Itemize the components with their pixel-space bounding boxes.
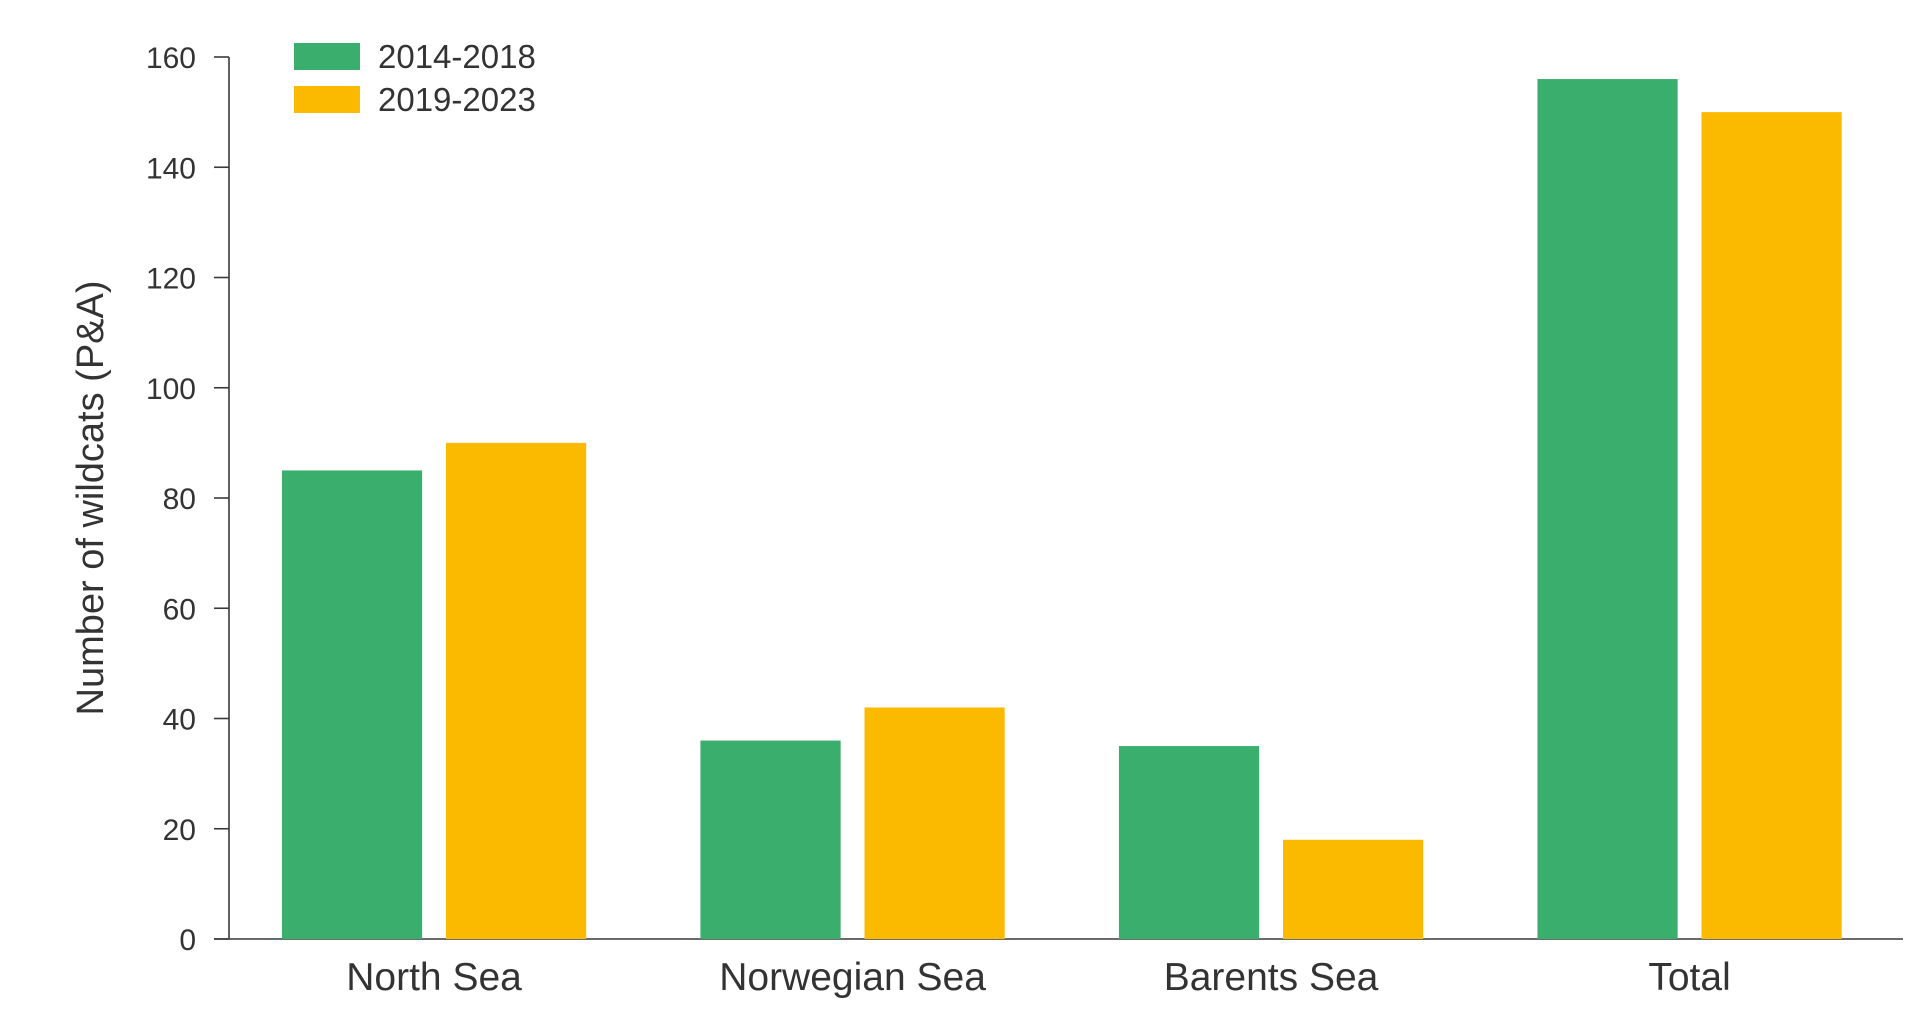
y-tick-label: 80 (163, 483, 196, 516)
y-tick-label: 100 (146, 373, 196, 406)
y-tick-label: 120 (146, 263, 196, 296)
y-tick-label: 160 (146, 42, 196, 75)
y-tick-label: 60 (163, 593, 196, 626)
x-category-label: Total (1648, 956, 1730, 999)
bar-total-2014-2018 (1537, 79, 1678, 940)
x-category-label: North Sea (346, 956, 522, 999)
bars (281, 79, 1842, 940)
bar-norwegian-sea-2014-2018 (700, 740, 841, 939)
y-tick-label: 20 (163, 814, 196, 847)
x-category-label: Norwegian Sea (719, 956, 986, 999)
y-axis-title: Number of wildcats (P&A) (70, 280, 112, 715)
y-tick-label: 140 (146, 152, 196, 185)
y-tick-label: 40 (163, 704, 196, 737)
legend-label: 2019-2023 (378, 81, 536, 118)
legend-swatch (294, 43, 360, 70)
bar-norwegian-sea-2019-2023 (864, 707, 1005, 939)
bar-north-sea-2019-2023 (445, 442, 587, 939)
category-labels: North Sea Norwegian Sea Barents Sea Total (346, 956, 1730, 999)
x-category-label: Barents Sea (1164, 956, 1379, 999)
legend-swatch (294, 86, 360, 113)
y-tick-label: 0 (179, 924, 196, 957)
legend: 2014-2018 2019-2023 (294, 38, 536, 118)
legend-label: 2014-2018 (378, 38, 536, 75)
bar-barents-sea-2019-2023 (1282, 839, 1424, 939)
bar-total-2019-2023 (1701, 112, 1842, 939)
y-ticks: 0 20 40 60 80 100 120 140 160 (146, 42, 229, 957)
bar-barents-sea-2014-2018 (1118, 746, 1260, 939)
bar-north-sea-2014-2018 (281, 470, 423, 939)
